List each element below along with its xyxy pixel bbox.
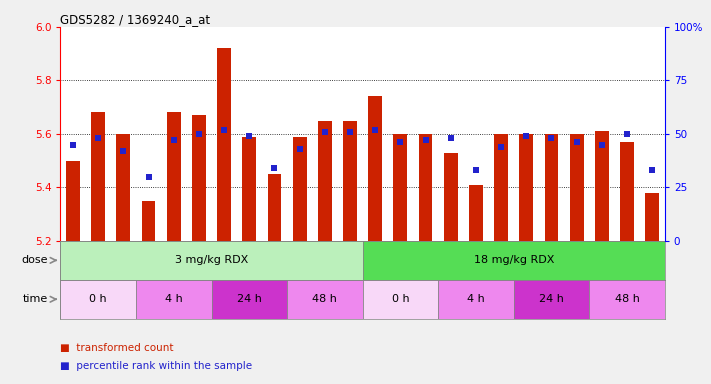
Bar <box>444 152 458 241</box>
Bar <box>363 280 438 319</box>
Text: 0 h: 0 h <box>392 294 410 304</box>
Bar <box>514 280 589 319</box>
Text: GDS5282 / 1369240_a_at: GDS5282 / 1369240_a_at <box>60 13 210 26</box>
Bar <box>589 280 665 319</box>
Bar <box>136 280 212 319</box>
Text: 24 h: 24 h <box>539 294 564 304</box>
Bar <box>287 280 363 319</box>
Bar <box>267 174 282 241</box>
Text: 3 mg/kg RDX: 3 mg/kg RDX <box>175 255 248 265</box>
Bar <box>419 134 432 241</box>
Text: 4 h: 4 h <box>165 294 183 304</box>
Bar <box>393 134 407 241</box>
Bar <box>242 137 256 241</box>
Bar <box>212 280 287 319</box>
Bar <box>141 201 156 241</box>
Bar <box>60 280 136 319</box>
Text: 4 h: 4 h <box>467 294 485 304</box>
Text: 0 h: 0 h <box>90 294 107 304</box>
Bar <box>646 193 659 241</box>
Bar <box>293 137 306 241</box>
Bar <box>318 121 332 241</box>
Bar <box>519 134 533 241</box>
Bar <box>60 241 363 280</box>
Text: ■  transformed count: ■ transformed count <box>60 343 174 353</box>
Text: time: time <box>23 294 48 304</box>
Bar <box>595 131 609 241</box>
Bar <box>343 121 357 241</box>
Bar <box>167 113 181 241</box>
Bar <box>117 134 130 241</box>
Bar <box>368 96 382 241</box>
Bar <box>217 48 231 241</box>
Bar <box>91 113 105 241</box>
Text: ■  percentile rank within the sample: ■ percentile rank within the sample <box>60 361 252 371</box>
Bar <box>620 142 634 241</box>
Text: 18 mg/kg RDX: 18 mg/kg RDX <box>474 255 554 265</box>
Text: 48 h: 48 h <box>614 294 639 304</box>
Text: 48 h: 48 h <box>312 294 337 304</box>
Text: 24 h: 24 h <box>237 294 262 304</box>
Bar <box>469 185 483 241</box>
Bar <box>363 241 665 280</box>
Bar <box>192 115 206 241</box>
Text: dose: dose <box>21 255 48 265</box>
Bar <box>494 134 508 241</box>
Bar <box>570 134 584 241</box>
Bar <box>438 280 514 319</box>
Bar <box>545 134 558 241</box>
Bar <box>66 161 80 241</box>
